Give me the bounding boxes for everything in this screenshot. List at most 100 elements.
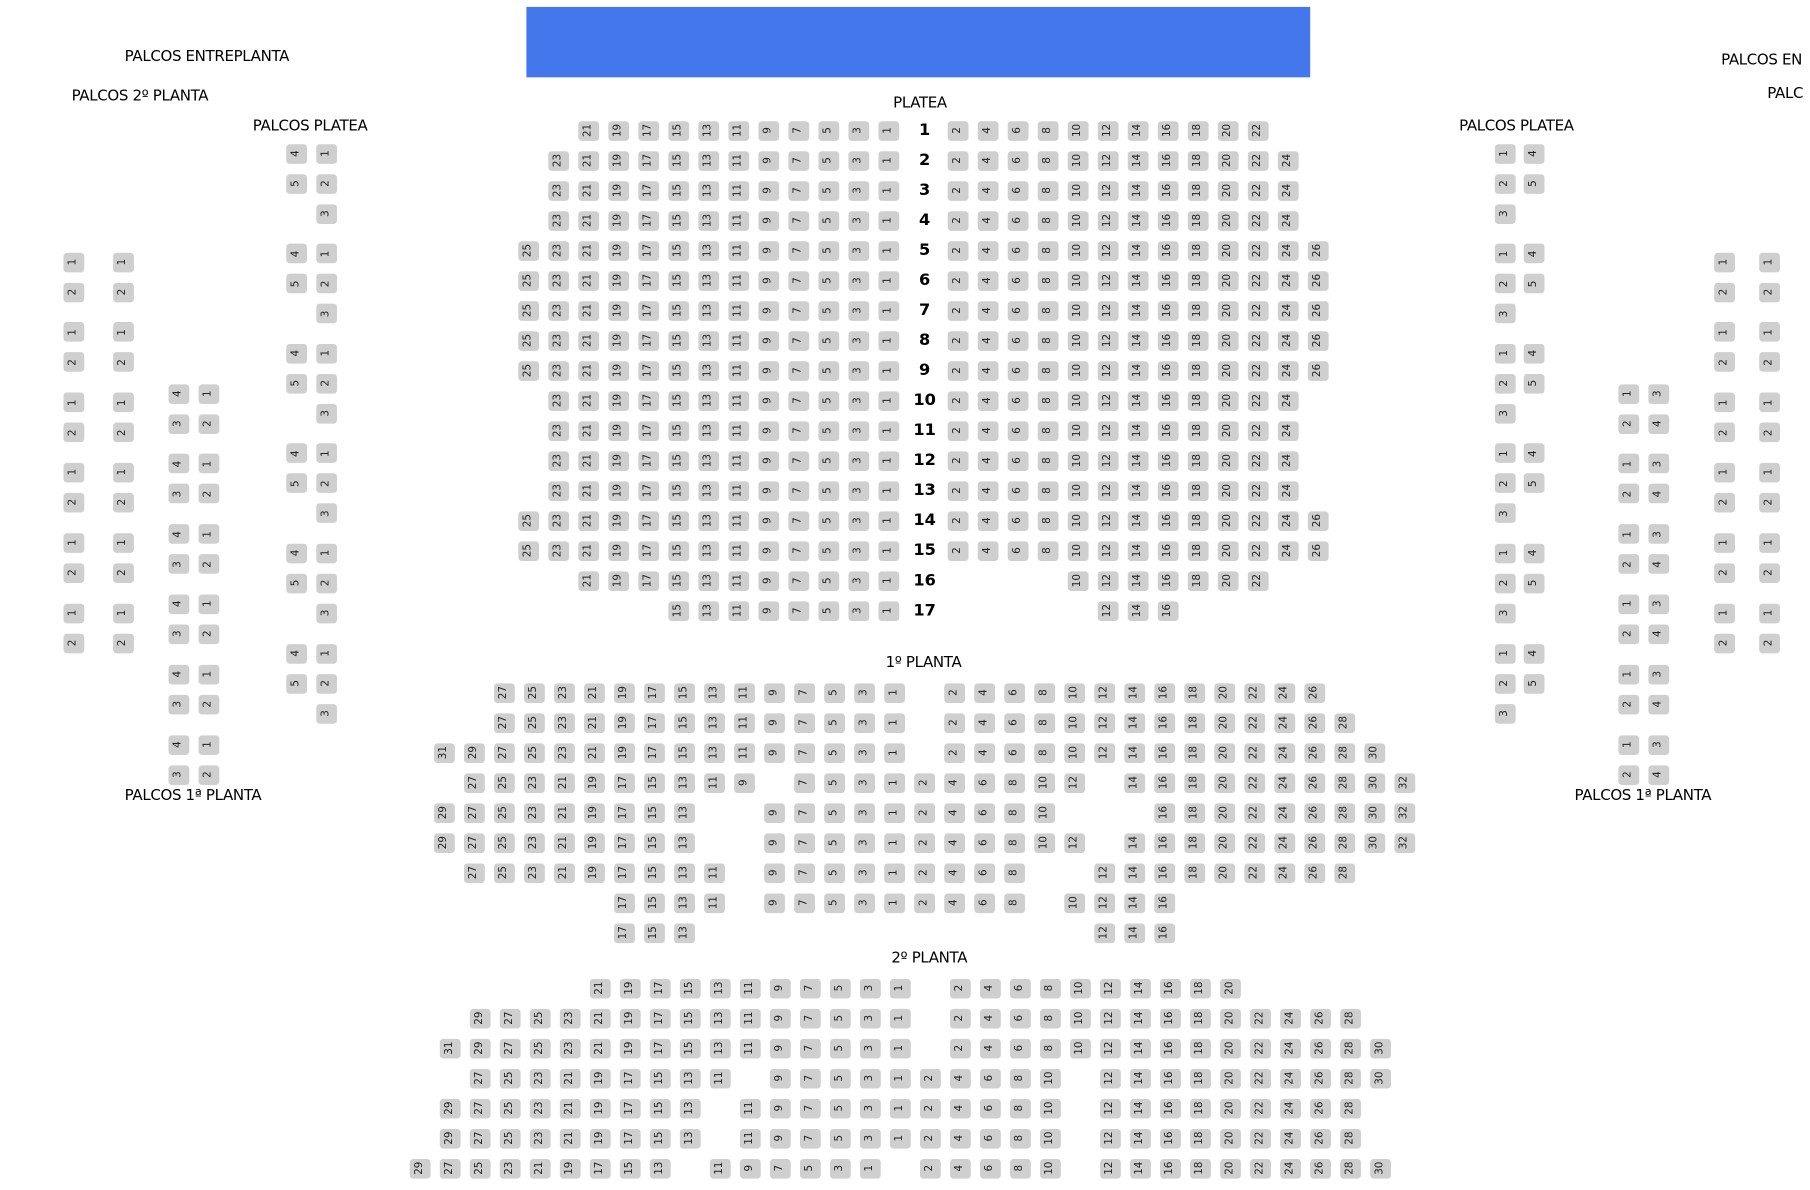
palco-platea-seat[interactable]: 5 — [1523, 273, 1545, 294]
palco-platea-seat[interactable]: 1 — [316, 343, 338, 364]
platea-seat[interactable]: 10 — [1067, 510, 1089, 531]
planta2-seat[interactable]: 30 — [1370, 1038, 1391, 1058]
platea-seat[interactable]: 19 — [608, 420, 630, 441]
planta1-seat[interactable]: 16 — [1154, 922, 1176, 943]
platea-seat[interactable]: 7 — [788, 150, 810, 171]
palco-upper-seat[interactable]: 2 — [1714, 633, 1735, 653]
planta1-seat[interactable]: 25 — [494, 802, 515, 823]
platea-seat[interactable]: 22 — [1247, 180, 1269, 201]
planta2-seat[interactable]: 8 — [1040, 978, 1061, 998]
palco-1a-planta-seat[interactable]: 4 — [168, 524, 190, 544]
planta1-seat[interactable]: 14 — [1124, 712, 1146, 733]
palco-1a-planta-seat[interactable]: 1 — [1618, 734, 1640, 755]
planta1-seat[interactable]: 13 — [674, 922, 695, 943]
palco-platea-seat[interactable]: 3 — [1494, 603, 1516, 624]
platea-seat[interactable]: 21 — [578, 330, 600, 351]
palco-platea-seat[interactable]: 4 — [1523, 543, 1545, 564]
palco-platea-seat[interactable]: 4 — [1523, 243, 1545, 264]
palco-upper-seat[interactable]: 2 — [63, 422, 85, 443]
platea-seat[interactable]: 23 — [548, 180, 570, 201]
palco-1a-planta-seat[interactable]: 1 — [1618, 453, 1640, 474]
platea-seat[interactable]: 20 — [1217, 480, 1239, 501]
platea-seat[interactable]: 14 — [1127, 570, 1149, 591]
planta1-seat[interactable]: 5 — [824, 862, 845, 883]
planta2-seat[interactable]: 22 — [1250, 1038, 1271, 1058]
planta2-seat[interactable]: 19 — [619, 1038, 641, 1058]
platea-seat[interactable]: 25 — [518, 510, 540, 531]
planta1-seat[interactable]: 1 — [884, 832, 906, 853]
platea-seat[interactable]: 17 — [638, 180, 660, 201]
platea-seat[interactable]: 4 — [977, 300, 999, 321]
platea-seat[interactable]: 20 — [1217, 510, 1239, 531]
planta1-seat[interactable]: 1 — [884, 892, 906, 913]
platea-seat[interactable]: 22 — [1247, 540, 1269, 561]
planta1-seat[interactable]: 1 — [884, 802, 906, 823]
platea-seat[interactable]: 15 — [668, 150, 690, 171]
platea-seat[interactable]: 18 — [1187, 360, 1209, 381]
palco-upper-seat[interactable]: 2 — [1714, 562, 1735, 583]
platea-seat[interactable]: 17 — [638, 510, 660, 531]
planta1-seat[interactable]: 8 — [1004, 802, 1026, 823]
palco-platea-seat[interactable]: 2 — [1494, 673, 1516, 694]
planta2-seat[interactable]: 12 — [1100, 978, 1121, 998]
planta1-seat[interactable]: 13 — [704, 712, 725, 733]
platea-seat[interactable]: 12 — [1097, 600, 1119, 621]
planta1-seat[interactable]: 32 — [1394, 802, 1416, 823]
planta2-seat[interactable]: 24 — [1280, 1158, 1301, 1179]
platea-seat[interactable]: 22 — [1247, 390, 1269, 411]
platea-seat[interactable]: 22 — [1247, 150, 1269, 171]
planta2-seat[interactable]: 17 — [589, 1158, 611, 1179]
platea-seat[interactable]: 9 — [758, 510, 780, 531]
platea-seat[interactable]: 22 — [1247, 120, 1269, 141]
planta1-seat[interactable]: 14 — [1124, 772, 1146, 793]
palco-upper-seat[interactable]: 2 — [1714, 422, 1735, 443]
planta2-seat[interactable]: 15 — [679, 978, 701, 998]
planta1-seat[interactable]: 10 — [1034, 832, 1056, 853]
planta2-seat[interactable]: 24 — [1280, 1068, 1301, 1088]
platea-seat[interactable]: 3 — [848, 480, 870, 501]
platea-seat[interactable]: 4 — [977, 450, 999, 471]
platea-seat[interactable]: 14 — [1127, 450, 1149, 471]
platea-seat[interactable]: 21 — [578, 510, 600, 531]
platea-seat[interactable]: 15 — [668, 570, 690, 591]
platea-seat[interactable]: 20 — [1217, 540, 1239, 561]
planta1-seat[interactable]: 28 — [1334, 862, 1356, 883]
palco-platea-seat[interactable]: 2 — [316, 673, 338, 694]
palco-upper-seat[interactable]: 1 — [113, 532, 134, 553]
palco-upper-seat[interactable]: 2 — [113, 282, 134, 302]
planta2-seat[interactable]: 31 — [439, 1038, 461, 1058]
planta2-seat[interactable]: 27 — [469, 1068, 491, 1088]
platea-seat[interactable]: 16 — [1157, 120, 1179, 141]
platea-seat[interactable]: 15 — [668, 270, 690, 291]
planta2-seat[interactable]: 19 — [619, 1008, 641, 1028]
planta1-seat[interactable]: 7 — [794, 892, 815, 913]
platea-seat[interactable]: 19 — [608, 210, 630, 231]
platea-seat[interactable]: 24 — [1277, 210, 1299, 231]
platea-seat[interactable]: 10 — [1067, 540, 1089, 561]
palco-upper-seat[interactable]: 2 — [1759, 352, 1780, 373]
platea-seat[interactable]: 26 — [1307, 300, 1329, 321]
planta2-seat[interactable]: 9 — [739, 1158, 761, 1179]
palco-1a-planta-seat[interactable]: 2 — [1618, 694, 1640, 715]
platea-seat[interactable]: 9 — [758, 330, 780, 351]
platea-seat[interactable]: 11 — [728, 570, 750, 591]
planta1-seat[interactable]: 24 — [1274, 832, 1296, 853]
planta2-seat[interactable]: 28 — [1340, 1158, 1361, 1179]
platea-seat[interactable]: 6 — [1007, 180, 1029, 201]
planta1-seat[interactable]: 4 — [974, 712, 996, 733]
planta1-seat[interactable]: 18 — [1184, 682, 1206, 703]
planta1-seat[interactable]: 14 — [1124, 682, 1146, 703]
planta1-seat[interactable]: 8 — [1034, 742, 1056, 763]
planta1-seat[interactable]: 4 — [944, 772, 966, 793]
platea-seat[interactable]: 13 — [698, 480, 720, 501]
planta1-seat[interactable]: 15 — [674, 742, 695, 763]
platea-seat[interactable]: 15 — [668, 540, 690, 561]
platea-seat[interactable]: 20 — [1217, 450, 1239, 471]
planta2-seat[interactable]: 19 — [589, 1098, 611, 1118]
platea-seat[interactable]: 10 — [1067, 240, 1089, 261]
planta1-seat[interactable]: 13 — [704, 682, 725, 703]
palco-1a-planta-seat[interactable]: 2 — [1618, 764, 1640, 785]
palco-1a-planta-seat[interactable]: 1 — [1618, 524, 1640, 544]
platea-seat[interactable]: 24 — [1277, 450, 1299, 471]
platea-seat[interactable]: 15 — [668, 300, 690, 321]
